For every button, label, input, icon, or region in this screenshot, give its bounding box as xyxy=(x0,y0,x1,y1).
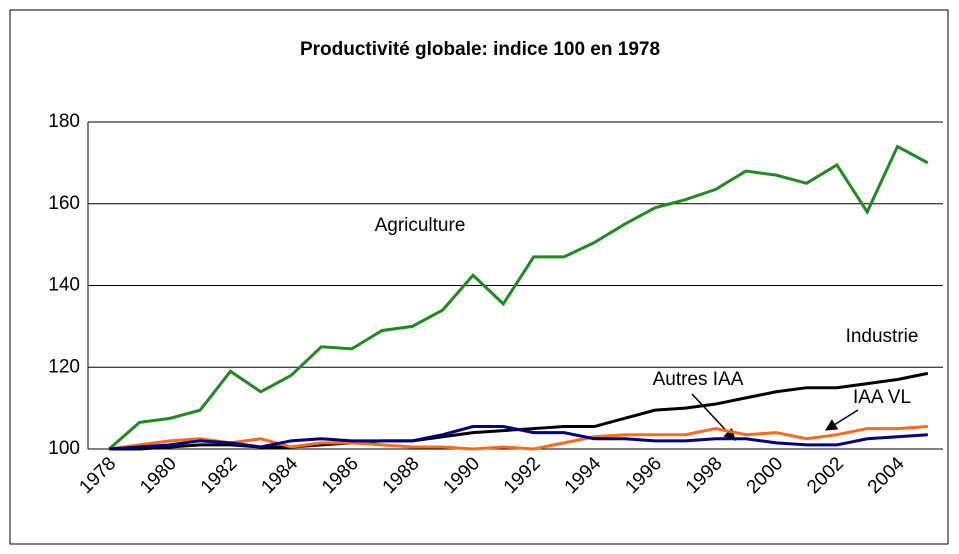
y-tick-label: 140 xyxy=(48,275,80,296)
series-label: Industrie xyxy=(846,326,919,347)
series-line xyxy=(109,425,928,451)
y-tick-label: 120 xyxy=(48,356,80,377)
chart-frame xyxy=(9,9,949,545)
y-tick-label: 160 xyxy=(48,193,80,214)
series-label: IAA VL xyxy=(853,387,911,408)
y-tick-label: 180 xyxy=(48,111,80,132)
series-label: Autres IAA xyxy=(653,369,744,390)
series-label: Agriculture xyxy=(375,215,466,236)
annotation-arrow xyxy=(824,409,859,431)
chart-title: Productivité globale: indice 100 en 1978 xyxy=(300,39,660,60)
series-line xyxy=(108,425,928,451)
series-line xyxy=(108,144,929,451)
y-tick-label: 100 xyxy=(48,438,80,459)
